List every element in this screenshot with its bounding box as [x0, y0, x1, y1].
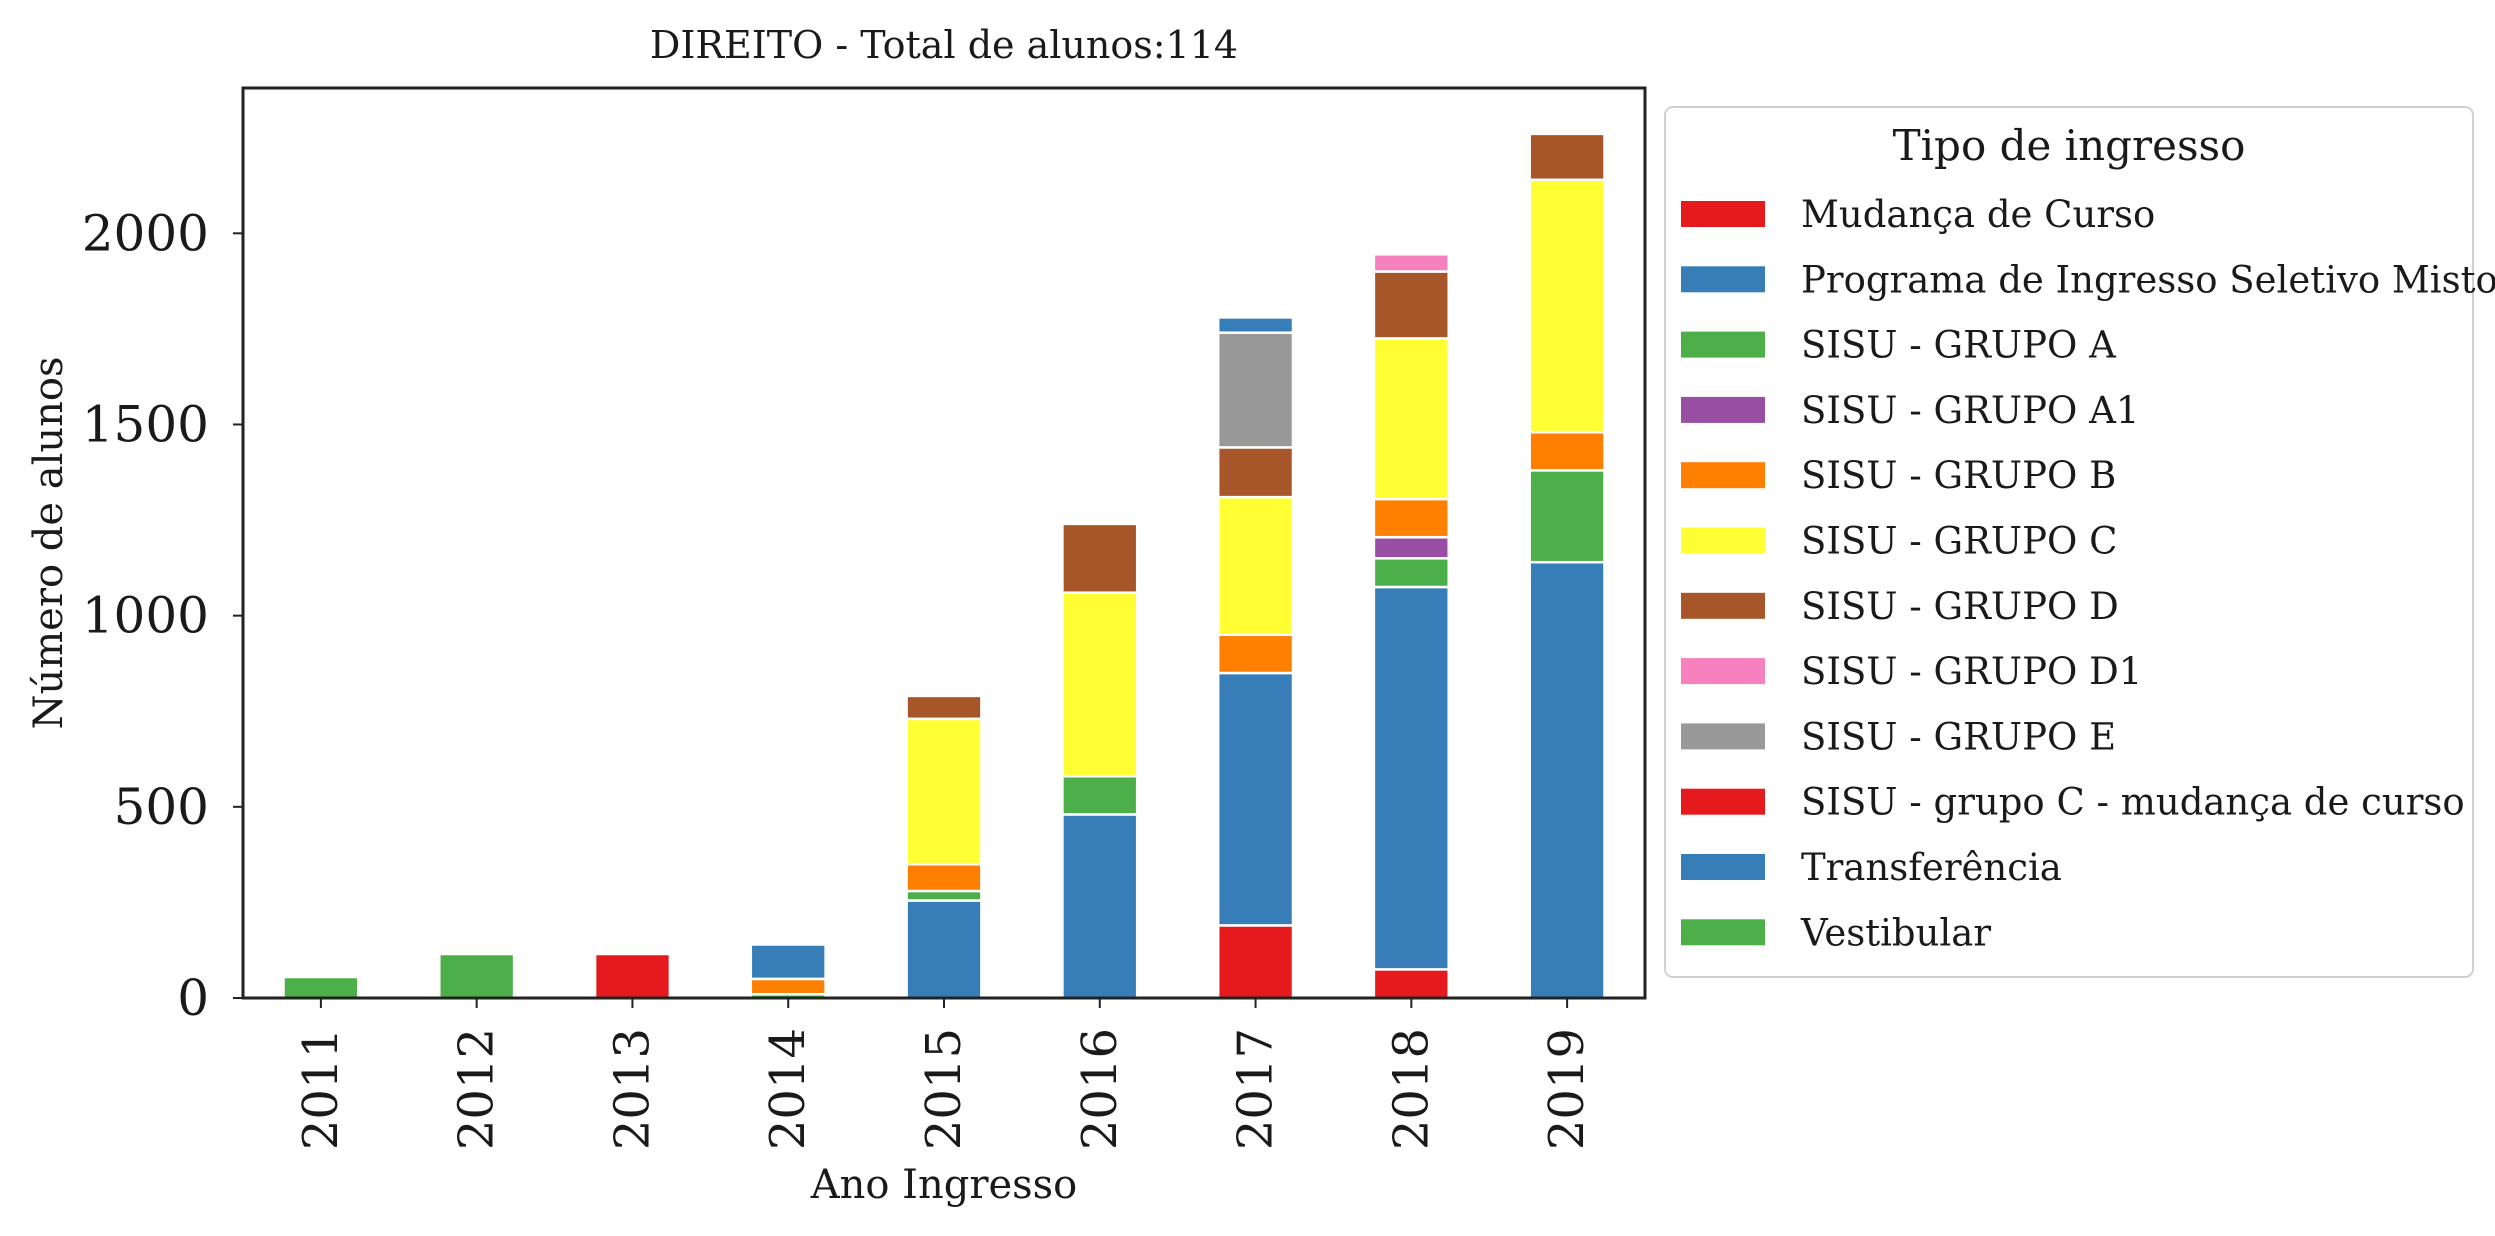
x-tick-label: 2011	[293, 1028, 349, 1150]
legend-swatch-transferencia	[1681, 854, 1765, 880]
legend-title: Tipo de ingresso	[1893, 121, 2246, 170]
legend-swatch-sisu-grupo-e	[1681, 723, 1765, 750]
bar-2016-vestibular	[1061, 774, 1139, 816]
x-tick-label: 2012	[449, 1028, 505, 1150]
y-axis-label: Número de alunos	[26, 356, 72, 729]
bar-2019-vestibular	[1528, 469, 1606, 564]
legend-label-vestibular: Vestibular	[1800, 911, 1991, 954]
legend-label-sisu-grupo-e: SISU - GRUPO E	[1801, 715, 2116, 758]
chart-title: DIREITO - Total de alunos:114	[650, 23, 1238, 67]
legend-label-sisu-grupo-a: SISU - GRUPO A	[1801, 324, 2117, 367]
legend-swatch-sisu-grupo-d1	[1681, 658, 1765, 685]
legend-label-sisu-grupo-c: SISU - GRUPO C	[1801, 520, 2117, 563]
bar-2016-transferencia	[1061, 813, 1139, 1000]
legend-label-sisu-grupo-d1: SISU - GRUPO D1	[1801, 650, 2142, 693]
bar-2011-vestibular	[282, 975, 360, 1000]
x-axis-ticks: 2011 2012 2013 2014 2015 2016 2017 2018 2019	[293, 998, 1595, 1150]
y-tick-label: 500	[114, 778, 209, 836]
bar-2018-sisu-grupo-c	[1372, 337, 1450, 501]
x-tick-label: 2015	[916, 1028, 972, 1150]
legend-label-sisu-grupo-c-mudanca-de-curso: SISU - grupo C - mudança de curso	[1801, 781, 2465, 824]
bar-2019-sisu-grupo-d	[1528, 132, 1606, 182]
legend-label-transferencia: Transferência	[1801, 846, 2062, 889]
bar-2016-sisu-grupo-d	[1061, 522, 1139, 594]
legend-items: Mudança de Curso Programa de Ingresso Sel…	[1681, 193, 2495, 954]
bar-2019-sisu-grupo-c	[1528, 178, 1606, 434]
bar-2015-sisu-grupo-d	[905, 694, 983, 721]
bar-2014-sisu-grupo-b	[749, 977, 827, 996]
y-tick-label: 0	[177, 969, 209, 1027]
bar-2012-vestibular	[438, 952, 516, 1000]
bar-2017-sisu-grupo-c	[1216, 495, 1295, 636]
bar-2018-sisu-grupo-a1	[1372, 536, 1450, 560]
bar-2018-sisu-grupo-d	[1372, 270, 1450, 340]
legend-swatch-sisu-grupo-a	[1681, 331, 1765, 358]
bar-2018-vestibular	[1372, 557, 1450, 589]
bar-2015-transferencia	[905, 899, 983, 1000]
legend-label-mudanca-de-curso: Mudança de Curso	[1801, 193, 2155, 236]
legend-label-sisu-grupo-b: SISU - GRUPO B	[1801, 454, 2116, 497]
y-tick-label: 1500	[82, 395, 209, 453]
x-tick-label: 2014	[760, 1028, 816, 1150]
legend-swatch-sisu-grupo-c	[1681, 527, 1765, 554]
legend-label-programa-de-ingresso-seletivo-misto: Programa de Ingresso Seletivo Misto	[1801, 258, 2495, 301]
x-tick-label: 2013	[604, 1028, 660, 1150]
bar-2018-sisu-grupo-d1	[1372, 253, 1450, 273]
bar-2015-sisu-grupo-c	[905, 717, 983, 866]
bar-2015-sisu-grupo-b	[905, 862, 983, 893]
bar-2018-sisu-grupo-b	[1372, 497, 1450, 539]
legend: Tipo de ingresso Mudança de Curso Program…	[1664, 106, 2495, 978]
bar-2014-transferencia	[749, 943, 827, 981]
legend-label-sisu-grupo-d: SISU - GRUPO D	[1801, 585, 2119, 628]
bar-2017-sisu-grupo-e	[1216, 331, 1295, 449]
bar-2015-vestibular	[905, 889, 983, 902]
bar-2017-sisu-grupo-b	[1216, 633, 1295, 675]
bars-group	[282, 132, 1606, 1000]
x-axis-label: Ano Ingresso	[810, 1162, 1078, 1208]
x-tick-label: 2017	[1228, 1028, 1284, 1150]
bar-2017-sisu-grupo-d	[1216, 446, 1295, 499]
legend-swatch-programa-de-ingresso-seletivo-misto	[1681, 266, 1765, 293]
x-tick-label: 2018	[1383, 1028, 1439, 1150]
bar-2017-transferencia	[1216, 671, 1295, 927]
y-tick-label: 2000	[82, 204, 209, 262]
bar-2019-transferencia	[1528, 560, 1606, 1000]
x-tick-label: 2019	[1539, 1028, 1595, 1150]
legend-swatch-vestibular	[1681, 919, 1765, 946]
bar-2019-sisu-grupo-b	[1528, 430, 1606, 472]
legend-swatch-mudanca-de-curso	[1681, 201, 1765, 227]
legend-swatch-sisu-grupo-d	[1681, 592, 1765, 619]
bar-2013-sisu-grupo-c-mudanca-de-curso	[593, 952, 672, 1000]
bar-2018-sisu-grupo-c-mudanca-de-curso	[1372, 968, 1450, 1000]
bar-2017-programa-de-ingresso-seletivo-misto	[1216, 316, 1295, 334]
legend-swatch-sisu-grupo-c-mudanca-de-curso	[1681, 788, 1765, 815]
y-tick-label: 1000	[82, 587, 209, 645]
bar-2016-sisu-grupo-c	[1061, 591, 1139, 778]
bar-2018-transferencia	[1372, 585, 1450, 971]
x-tick-label: 2016	[1072, 1028, 1128, 1150]
legend-swatch-sisu-grupo-a1	[1681, 396, 1765, 423]
legend-frame	[1664, 106, 2474, 978]
legend-swatch-sisu-grupo-b	[1681, 462, 1765, 489]
bar-2017-mudanca-de-curso	[1216, 924, 1295, 1000]
y-axis-ticks: 0 500 1000 1500 2000	[82, 204, 243, 1027]
legend-label-sisu-grupo-a1: SISU - GRUPO A1	[1801, 389, 2139, 432]
